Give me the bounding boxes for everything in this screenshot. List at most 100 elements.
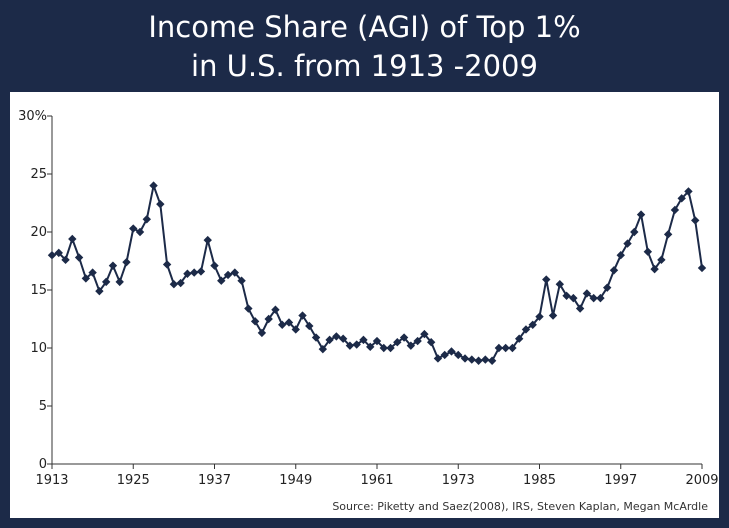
data-point [278, 320, 287, 329]
data-point [630, 227, 639, 237]
data-point [250, 317, 260, 326]
data-point [74, 253, 84, 262]
source-note: Source: Piketty and Saez(2008), IRS, Ste… [332, 500, 708, 513]
data-point [47, 251, 57, 260]
data-point [54, 248, 63, 258]
data-point [101, 277, 111, 287]
data-point [393, 338, 402, 347]
x-tick-label: 1949 [279, 473, 312, 488]
series-top-1-percent [47, 181, 707, 365]
data-point [244, 304, 253, 313]
data-point [264, 314, 273, 324]
data-point [636, 210, 646, 219]
data-point [284, 318, 294, 327]
data-point [223, 270, 233, 280]
data-point [697, 263, 707, 273]
data-point [616, 251, 625, 260]
y-tick-label: 30% [18, 109, 47, 124]
data-point [514, 334, 524, 343]
data-point [684, 187, 693, 196]
data-point [494, 343, 504, 353]
data-point [196, 267, 206, 276]
x-tick-label: 1925 [117, 473, 150, 488]
data-point [596, 293, 605, 303]
chart-panel: 0 5 10 15 20 25 30% 1913 1925 1937 1949 1961 1973 19… [10, 92, 719, 518]
data-point [291, 325, 300, 334]
x-tick-label: 1961 [360, 473, 393, 488]
data-point [230, 268, 240, 277]
data-point [203, 235, 212, 245]
data-point [467, 355, 476, 364]
data-point [670, 205, 680, 215]
data-point [298, 311, 307, 320]
data-point [379, 343, 388, 353]
data-point [359, 335, 368, 345]
chart-title-line-2: in U.S. from 1913 -2009 [191, 49, 538, 83]
data-point [81, 274, 91, 283]
y-tick-label: 5 [39, 399, 47, 414]
chart-title-line-1: Income Share (AGI) of Top 1% [148, 10, 581, 44]
x-tick-label: 1985 [523, 473, 556, 488]
x-tick-label: 2009 [685, 473, 718, 488]
data-point [623, 239, 632, 248]
data-point [562, 291, 571, 300]
data-point [474, 356, 483, 365]
series-line [51, 184, 703, 362]
data-point [454, 350, 463, 360]
data-point [460, 354, 470, 363]
x-tick-label: 1937 [198, 473, 231, 488]
data-point [406, 341, 416, 350]
data-point [521, 325, 531, 334]
data-point [575, 304, 585, 313]
data-point [426, 338, 436, 347]
data-point [189, 268, 199, 277]
x-tick-label: 1973 [442, 473, 475, 488]
y-tick-label: 0 [39, 457, 47, 472]
data-point [115, 277, 124, 287]
data-point [542, 275, 551, 284]
data-point [122, 257, 131, 267]
data-point [440, 350, 449, 360]
data-point [311, 333, 321, 342]
data-point [399, 333, 409, 342]
data-point [135, 227, 145, 237]
data-point [183, 269, 192, 278]
data-point [149, 181, 158, 190]
data-point [345, 341, 355, 350]
y-tick-label: 10 [30, 341, 47, 356]
data-point [650, 264, 659, 274]
data-point [433, 354, 443, 363]
y-tick-label: 15 [30, 283, 47, 298]
y-axis: 0 5 10 15 20 25 30% [18, 109, 53, 472]
data-point [508, 343, 517, 353]
x-tick-label: 1997 [604, 473, 637, 488]
data-point [108, 261, 118, 270]
data-point [603, 283, 612, 292]
data-point [657, 255, 666, 265]
data-point [176, 278, 185, 288]
data-point [501, 343, 510, 353]
data-point [372, 336, 382, 346]
data-point [352, 340, 361, 349]
y-tick-label: 20 [30, 225, 47, 240]
data-point [691, 216, 700, 225]
data-point [569, 293, 578, 303]
data-point [156, 199, 165, 209]
data-point [447, 347, 456, 356]
data-point [68, 234, 77, 244]
data-point [162, 260, 172, 269]
data-point [481, 355, 490, 364]
data-point [169, 280, 179, 289]
data-point [643, 247, 653, 256]
data-point [305, 321, 314, 331]
data-point [366, 342, 375, 352]
data-point [677, 194, 686, 203]
x-axis: 1913 1925 1937 1949 1961 1973 1985 1997 2009 [35, 463, 719, 488]
data-point [582, 289, 592, 298]
data-point [61, 255, 70, 265]
data-point [589, 293, 598, 303]
data-point [528, 320, 537, 329]
data-point [420, 329, 429, 339]
data-point [663, 230, 673, 239]
